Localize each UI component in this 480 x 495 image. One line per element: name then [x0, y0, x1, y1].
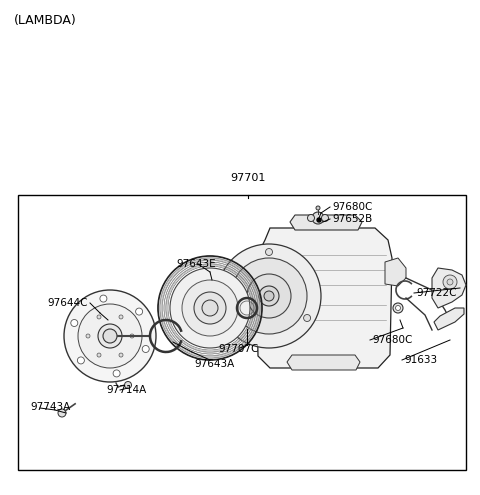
Text: 97714A: 97714A [106, 385, 146, 395]
Circle shape [259, 286, 279, 306]
Polygon shape [256, 228, 392, 368]
Circle shape [97, 315, 101, 319]
Circle shape [142, 346, 149, 352]
Circle shape [202, 300, 218, 316]
Circle shape [217, 244, 321, 348]
Circle shape [124, 382, 132, 389]
Text: 97644C: 97644C [47, 298, 87, 308]
Circle shape [265, 248, 273, 255]
Circle shape [130, 334, 134, 338]
Text: 97680C: 97680C [332, 202, 372, 212]
Text: 97707C: 97707C [218, 344, 258, 354]
Circle shape [447, 279, 453, 285]
Circle shape [78, 304, 142, 368]
Circle shape [264, 291, 274, 301]
Circle shape [228, 314, 234, 321]
Circle shape [136, 308, 143, 315]
Circle shape [247, 274, 291, 318]
Circle shape [322, 214, 328, 221]
Circle shape [71, 319, 78, 327]
Circle shape [97, 353, 101, 357]
Circle shape [317, 218, 321, 222]
Circle shape [170, 268, 250, 348]
Text: (LAMBDA): (LAMBDA) [14, 14, 77, 27]
Bar [18, 195, 466, 470]
Circle shape [308, 214, 314, 221]
Polygon shape [432, 268, 466, 308]
Text: 97701: 97701 [230, 173, 266, 183]
Circle shape [98, 324, 122, 348]
Circle shape [194, 292, 226, 324]
Circle shape [58, 409, 66, 417]
Text: 97743A: 97743A [30, 402, 70, 412]
Polygon shape [290, 215, 362, 230]
Circle shape [182, 280, 238, 336]
Circle shape [100, 295, 107, 302]
Circle shape [396, 305, 400, 310]
Polygon shape [287, 355, 360, 370]
Circle shape [231, 258, 307, 334]
Polygon shape [434, 308, 464, 330]
Circle shape [304, 314, 311, 321]
Circle shape [443, 275, 457, 289]
Text: 97643A: 97643A [194, 359, 234, 369]
Circle shape [86, 334, 90, 338]
Text: 91633: 91633 [404, 355, 437, 365]
Circle shape [393, 303, 403, 313]
Text: 97722C: 97722C [416, 288, 456, 298]
Circle shape [316, 206, 320, 210]
Circle shape [77, 357, 84, 364]
Circle shape [119, 353, 123, 357]
Circle shape [119, 315, 123, 319]
Text: 97643E: 97643E [176, 259, 216, 269]
Circle shape [312, 212, 324, 224]
Polygon shape [385, 258, 406, 286]
Circle shape [103, 329, 117, 343]
Circle shape [64, 290, 156, 382]
Text: 97652B: 97652B [332, 214, 372, 224]
Text: 97680C: 97680C [372, 335, 412, 345]
Circle shape [113, 370, 120, 377]
